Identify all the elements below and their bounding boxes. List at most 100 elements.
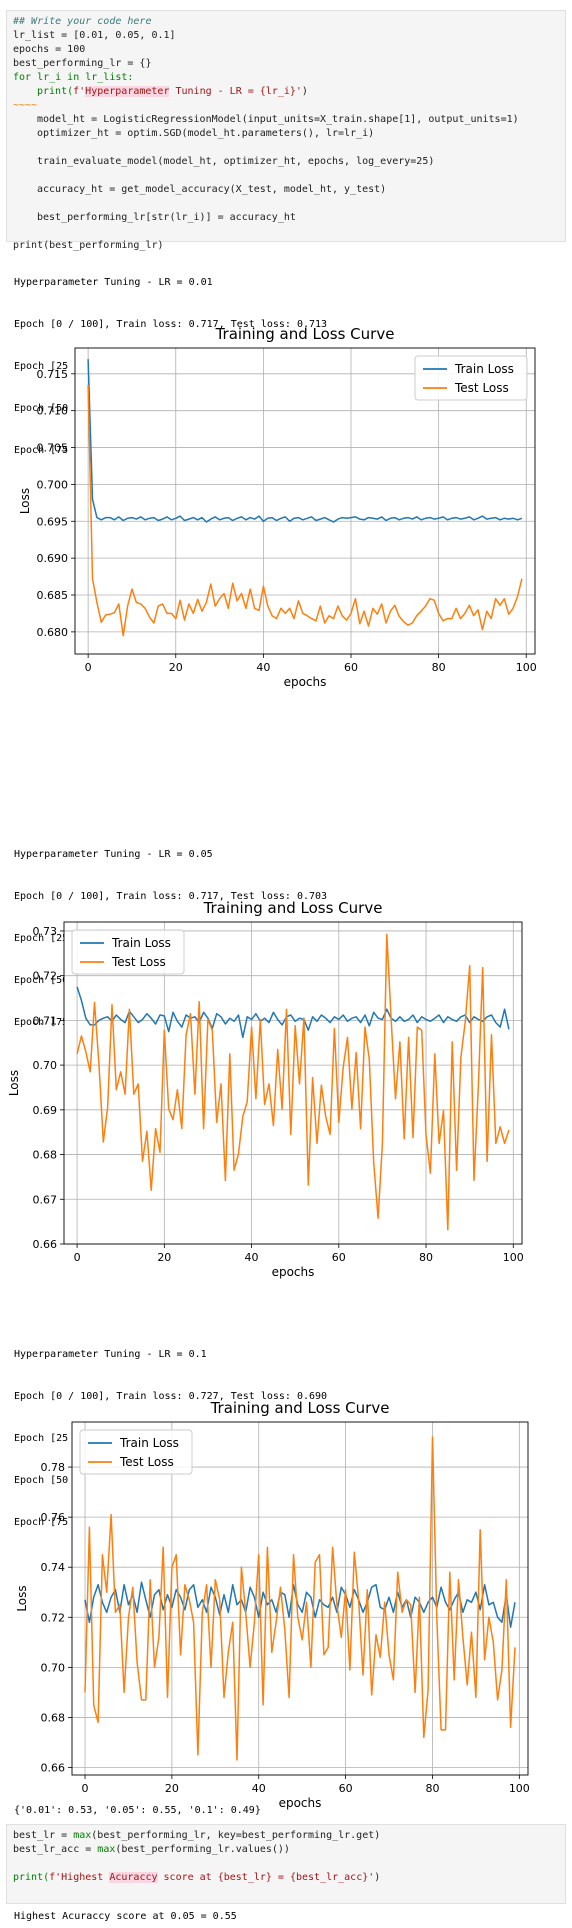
x-tick-label: 20 bbox=[165, 1782, 179, 1795]
x-axis-label: epochs bbox=[279, 1796, 322, 1810]
run-header: Hyperparameter Tuning - LR = 0.1 bbox=[14, 1349, 207, 1360]
chart-legend: Train Loss Test Loss bbox=[414, 355, 528, 401]
y-tick-label: 0.66 bbox=[41, 1761, 66, 1774]
x-tick-label: 100 bbox=[509, 1782, 530, 1795]
y-axis-label: Loss bbox=[18, 488, 32, 514]
code-max-fn: max bbox=[73, 1830, 92, 1841]
print-keyword: print( bbox=[37, 86, 74, 97]
code-line-best-dict: best_performing_lr = {} bbox=[13, 58, 152, 69]
y-tick-label: 0.70 bbox=[33, 1059, 58, 1072]
legend-label-train-loss: Train Loss bbox=[454, 362, 514, 376]
loss-chart-lr-005: Training and Loss Curve 0 20 40 60 80 100 0.66 0… bbox=[7, 899, 524, 1279]
legend-label-train-loss: Train Loss bbox=[119, 1436, 179, 1450]
code-blank bbox=[13, 225, 559, 239]
series-line-test-loss bbox=[87, 384, 523, 637]
x-tick-label: 80 bbox=[419, 1251, 433, 1264]
y-tick-label: 0.73 bbox=[33, 925, 58, 938]
run-header: Hyperparameter Tuning - LR = 0.05 bbox=[14, 849, 213, 860]
run-log-line: Epoch [0 / 100], Train loss: 0.727, Test… bbox=[14, 1391, 328, 1402]
y-tick-label: 0.70 bbox=[41, 1661, 66, 1674]
code-line-assign: best_performing_lr[str(lr_i)] = accuracy… bbox=[37, 212, 296, 223]
y-tick-label: 0.700 bbox=[37, 478, 69, 491]
series-line-test-loss bbox=[76, 933, 510, 1231]
legend-label-test-loss: Test Loss bbox=[454, 381, 509, 395]
y-tick-label: 0.705 bbox=[37, 442, 69, 455]
code-line-print-highest: print(f'Highest Acuraccy score at {best_… bbox=[13, 1871, 559, 1885]
code-blank bbox=[13, 1857, 559, 1871]
legend-box bbox=[79, 1429, 193, 1475]
fstring-start: f' bbox=[73, 86, 86, 97]
x-tick-label: 0 bbox=[82, 1782, 89, 1795]
series-line-train-loss bbox=[84, 1581, 516, 1629]
code-blank bbox=[13, 141, 559, 155]
plot-frame bbox=[63, 921, 523, 1245]
x-tick-label: 80 bbox=[425, 1782, 439, 1795]
y-tick-label: 0.710 bbox=[37, 405, 69, 418]
plot-area bbox=[72, 1422, 528, 1775]
x-axis-label: epochs bbox=[284, 675, 327, 689]
run-log-line: Epoch [0 / 100], Train loss: 0.717, Test… bbox=[14, 319, 328, 330]
legend-label-train-loss: Train Loss bbox=[111, 936, 171, 950]
chart-title: Training and Loss Curve bbox=[210, 1399, 390, 1417]
plot-frame bbox=[74, 347, 536, 655]
run-header: Hyperparameter Tuning - LR = 0.01 bbox=[14, 277, 213, 288]
x-tick-label: 0 bbox=[85, 661, 92, 674]
y-tick-label: 0.685 bbox=[37, 589, 69, 602]
code-best-lr-pre: best_lr = bbox=[13, 1830, 74, 1841]
chart-legend: Train Loss Test Loss bbox=[79, 1429, 193, 1475]
x-tick-label: 40 bbox=[245, 1251, 259, 1264]
y-axis-label: Loss bbox=[15, 1585, 29, 1611]
code-line-print-tuning: print(f'Hyperparameter Tuning - LR = {lr… bbox=[13, 85, 559, 99]
code-best-acc-post: (best_performing_lr.values()) bbox=[115, 1844, 290, 1855]
y-axis-label: Loss bbox=[7, 1070, 21, 1096]
loss-chart-lr-001: Training and Loss Curve 0 20 40 60 80 100 0.680… bbox=[18, 325, 537, 689]
series-line-train-loss bbox=[76, 986, 510, 1039]
x-tick-label: 20 bbox=[157, 1251, 171, 1264]
y-tick-label: 0.695 bbox=[37, 515, 69, 528]
legend-box bbox=[71, 929, 185, 975]
x-tick-label: 100 bbox=[516, 661, 537, 674]
y-tick-label: 0.67 bbox=[33, 1193, 58, 1206]
code-line-train: train_evaluate_model(model_ht, optimizer… bbox=[37, 156, 435, 167]
code-cell-hyperparameter-loop[interactable]: ## Write your code here lr_list = [0.01,… bbox=[6, 10, 566, 251]
y-tick-label: 0.72 bbox=[33, 970, 58, 983]
y-tick-label: 0.68 bbox=[33, 1149, 58, 1162]
code-blank bbox=[13, 197, 559, 211]
x-tick-label: 0 bbox=[74, 1251, 81, 1264]
code-max-fn: max bbox=[97, 1844, 116, 1855]
x-tick-label: 60 bbox=[339, 1782, 353, 1795]
y-tick-label: 0.74 bbox=[41, 1561, 66, 1574]
code-squiggle-marker: ~~~~ bbox=[13, 100, 38, 111]
y-tick-label: 0.76 bbox=[41, 1511, 66, 1524]
print-close: ) bbox=[301, 86, 308, 97]
chart-legend: Train Loss Test Loss bbox=[71, 929, 185, 975]
code-blank bbox=[13, 169, 559, 183]
fstring-end: score at {best_lr} = {best_lr_acc}' bbox=[157, 1872, 375, 1883]
plot-frame bbox=[71, 1421, 529, 1776]
y-tick-label: 0.715 bbox=[37, 368, 69, 381]
chart-title: Training and Loss Curve bbox=[215, 325, 395, 343]
final-output: Highest Acuraccy score at 0.05 = 0.55 bbox=[14, 1911, 237, 1922]
fstring-start: f'Highest bbox=[49, 1872, 110, 1883]
x-axis-label: epochs bbox=[272, 1265, 315, 1279]
legend-label-test-loss: Test Loss bbox=[119, 1455, 174, 1469]
fstring-highlight: Hyperparameter bbox=[85, 86, 170, 97]
y-tick-label: 0.68 bbox=[41, 1711, 66, 1724]
y-tick-label: 0.69 bbox=[33, 1104, 58, 1117]
loss-chart-lr-01: Training and Loss Curve 0 20 40 60 80 100 0.66 0… bbox=[15, 1399, 530, 1810]
x-tick-label: 100 bbox=[503, 1251, 524, 1264]
code-line-model: model_ht = LogisticRegressionModel(input… bbox=[37, 114, 519, 125]
code-line-best-lr: best_lr = max(best_performing_lr, key=be… bbox=[13, 1829, 559, 1843]
y-tick-label: 0.690 bbox=[37, 552, 69, 565]
code-cell-best-lr[interactable]: best_lr = max(best_performing_lr, key=be… bbox=[6, 1824, 566, 1904]
code-line-lr-list: lr_list = [0.01, 0.05, 0.1] bbox=[13, 30, 176, 41]
code-line-optimizer: optimizer_ht = optim.SGD(model_ht.parame… bbox=[37, 128, 375, 139]
x-tick-label: 40 bbox=[252, 1782, 266, 1795]
code-line-final-print: print(best_performing_lr) bbox=[13, 240, 164, 251]
legend-box bbox=[414, 355, 528, 401]
print-close: ) bbox=[374, 1872, 381, 1883]
code-best-lr-post: (best_performing_lr, key=best_performing… bbox=[91, 1830, 381, 1841]
code-line-accuracy: accuracy_ht = get_model_accuracy(X_test,… bbox=[37, 184, 387, 195]
fstring-highlight: Acuraccy bbox=[109, 1872, 158, 1883]
x-tick-label: 60 bbox=[332, 1251, 346, 1264]
